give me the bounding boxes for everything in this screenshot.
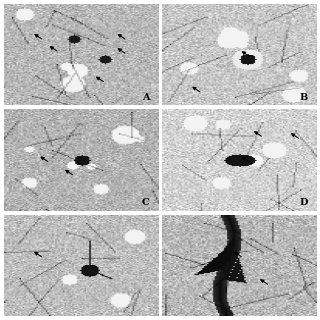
Text: D: D [300,198,308,207]
Text: B: B [300,93,308,102]
Text: A: A [142,93,149,102]
Text: C: C [142,198,150,207]
